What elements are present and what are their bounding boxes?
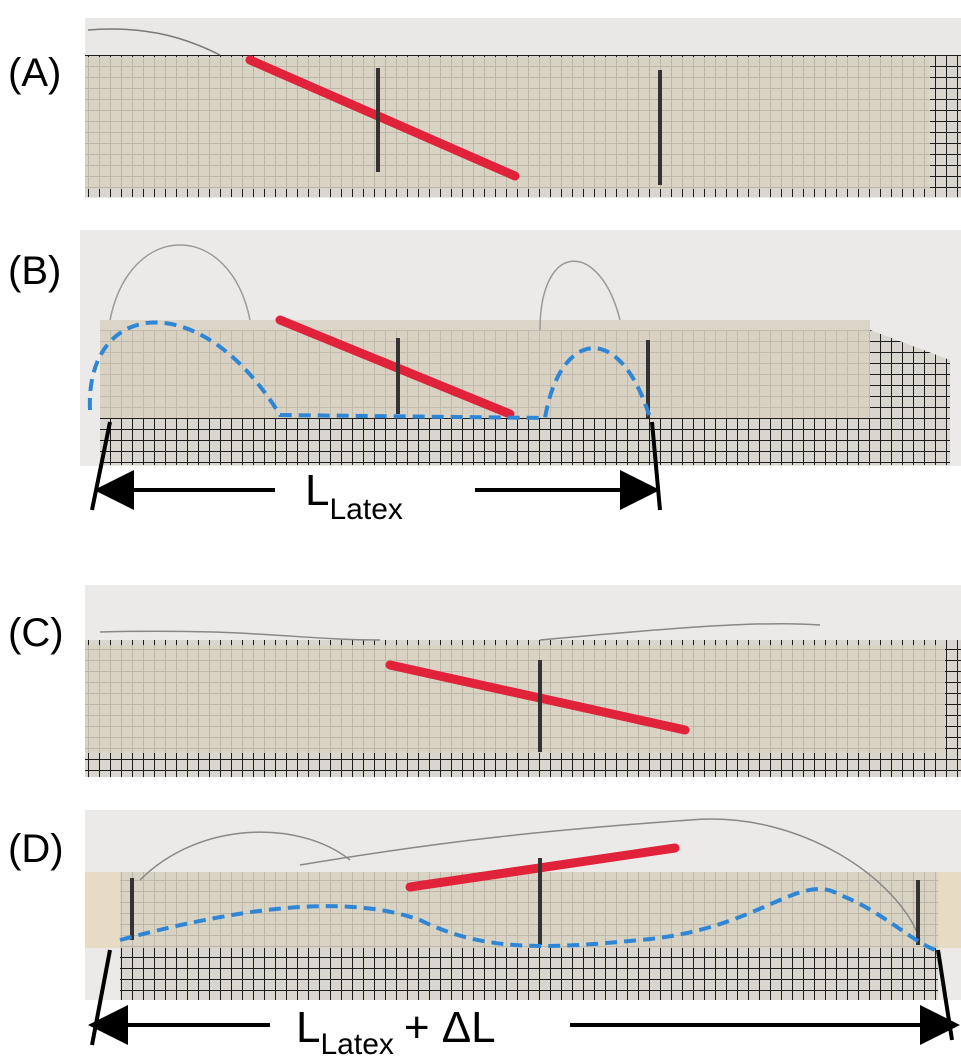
- panel-label: (D): [8, 827, 64, 871]
- marker-line: [130, 858, 920, 945]
- panel-label: (A): [8, 51, 61, 95]
- dashed-profile: [119, 887, 936, 952]
- panel-label: (C): [8, 611, 64, 655]
- red-line: [275, 315, 515, 419]
- red-line: [405, 843, 680, 892]
- photo-c: [85, 585, 961, 777]
- latex-tape: [85, 57, 930, 189]
- red-line: [385, 660, 690, 735]
- film-edge: [87, 28, 221, 56]
- film-edge: [99, 622, 821, 641]
- suffix: + ΔL: [404, 1003, 496, 1052]
- symbol: L: [305, 466, 329, 515]
- marker-line: [376, 68, 662, 185]
- film-edge: [109, 244, 621, 331]
- latex-tape: [120, 872, 938, 948]
- photo-d: [85, 810, 961, 1000]
- length-label: LLatex: [305, 466, 403, 526]
- film-edge: [139, 818, 921, 941]
- marker-line: [396, 338, 650, 418]
- subscript: Latex: [329, 493, 402, 526]
- red-line: [245, 55, 520, 181]
- photo-b: [80, 230, 961, 466]
- dashed-profile: [87, 320, 652, 421]
- panel-label: (B): [8, 249, 61, 293]
- length-label: LLatex + ΔL: [296, 1003, 496, 1057]
- subscript: Latex: [320, 1028, 393, 1057]
- symbol: L: [296, 1003, 320, 1052]
- photo-a: [85, 18, 961, 198]
- latex-tape: [85, 645, 945, 753]
